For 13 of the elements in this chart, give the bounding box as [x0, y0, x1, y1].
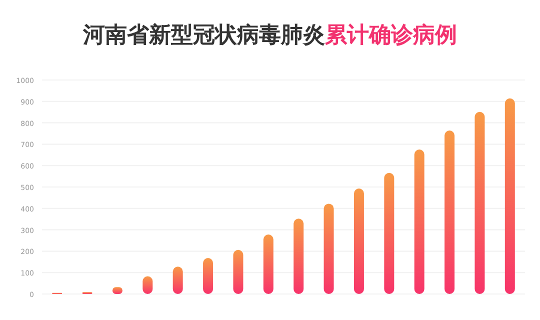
bar [504, 98, 515, 294]
bar [172, 266, 183, 294]
bar [294, 218, 304, 294]
bar [414, 150, 424, 294]
bar [324, 204, 334, 294]
bar [354, 188, 364, 294]
chart-title: 河南省新型冠状病毒肺炎累计确诊病例 [82, 22, 457, 48]
bar [444, 130, 455, 294]
bar [203, 258, 214, 294]
bar [263, 234, 274, 294]
bar [384, 172, 394, 294]
bar [233, 250, 244, 294]
bar [474, 112, 485, 294]
